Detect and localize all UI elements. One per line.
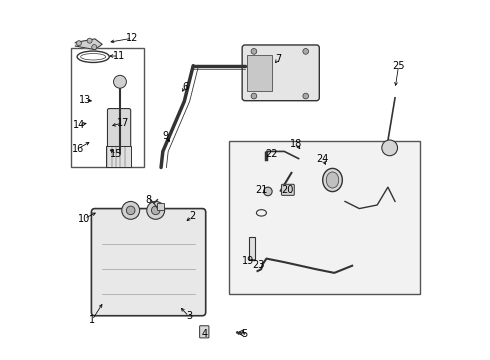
Circle shape [251, 93, 257, 99]
Bar [71, 48, 144, 167]
Text: 3: 3 [186, 311, 192, 321]
Circle shape [126, 206, 135, 215]
Text: 13: 13 [79, 95, 91, 105]
Text: 9: 9 [163, 131, 169, 141]
Text: 6: 6 [182, 82, 188, 92]
Bar [248, 237, 255, 260]
Bar [157, 203, 164, 210]
Text: 2: 2 [189, 211, 195, 221]
Polygon shape [75, 39, 102, 50]
Text: 22: 22 [266, 149, 278, 159]
Bar [247, 55, 272, 91]
Text: 8: 8 [146, 195, 151, 205]
Circle shape [303, 49, 309, 54]
Circle shape [264, 187, 272, 196]
Circle shape [122, 202, 140, 219]
FancyBboxPatch shape [242, 45, 319, 101]
Text: 7: 7 [275, 54, 281, 64]
Circle shape [251, 49, 257, 54]
Text: 21: 21 [255, 185, 267, 195]
FancyBboxPatch shape [281, 184, 294, 195]
Circle shape [92, 45, 97, 50]
Bar [229, 141, 420, 294]
FancyBboxPatch shape [199, 326, 209, 338]
Text: 14: 14 [73, 120, 85, 130]
Text: 1: 1 [89, 315, 95, 325]
Text: 23: 23 [252, 260, 265, 270]
Text: 10: 10 [78, 213, 90, 224]
Text: 18: 18 [290, 139, 302, 149]
Circle shape [114, 75, 126, 88]
Circle shape [87, 38, 92, 43]
Text: 4: 4 [202, 329, 208, 339]
Bar [106, 146, 131, 167]
Circle shape [151, 206, 160, 215]
Circle shape [76, 41, 81, 46]
Circle shape [147, 202, 165, 219]
FancyBboxPatch shape [107, 109, 131, 148]
Text: 16: 16 [72, 144, 84, 154]
Ellipse shape [326, 172, 339, 188]
Circle shape [303, 93, 309, 99]
Ellipse shape [323, 168, 343, 192]
Text: 19: 19 [243, 256, 255, 266]
Text: 12: 12 [126, 33, 139, 43]
Text: 15: 15 [110, 149, 122, 159]
Text: 5: 5 [241, 329, 247, 339]
FancyBboxPatch shape [92, 208, 206, 316]
Text: 20: 20 [281, 185, 294, 195]
Text: 17: 17 [117, 118, 129, 128]
Text: 25: 25 [392, 61, 405, 71]
Text: 24: 24 [317, 154, 329, 164]
Circle shape [382, 140, 397, 156]
Text: 11: 11 [113, 51, 125, 61]
